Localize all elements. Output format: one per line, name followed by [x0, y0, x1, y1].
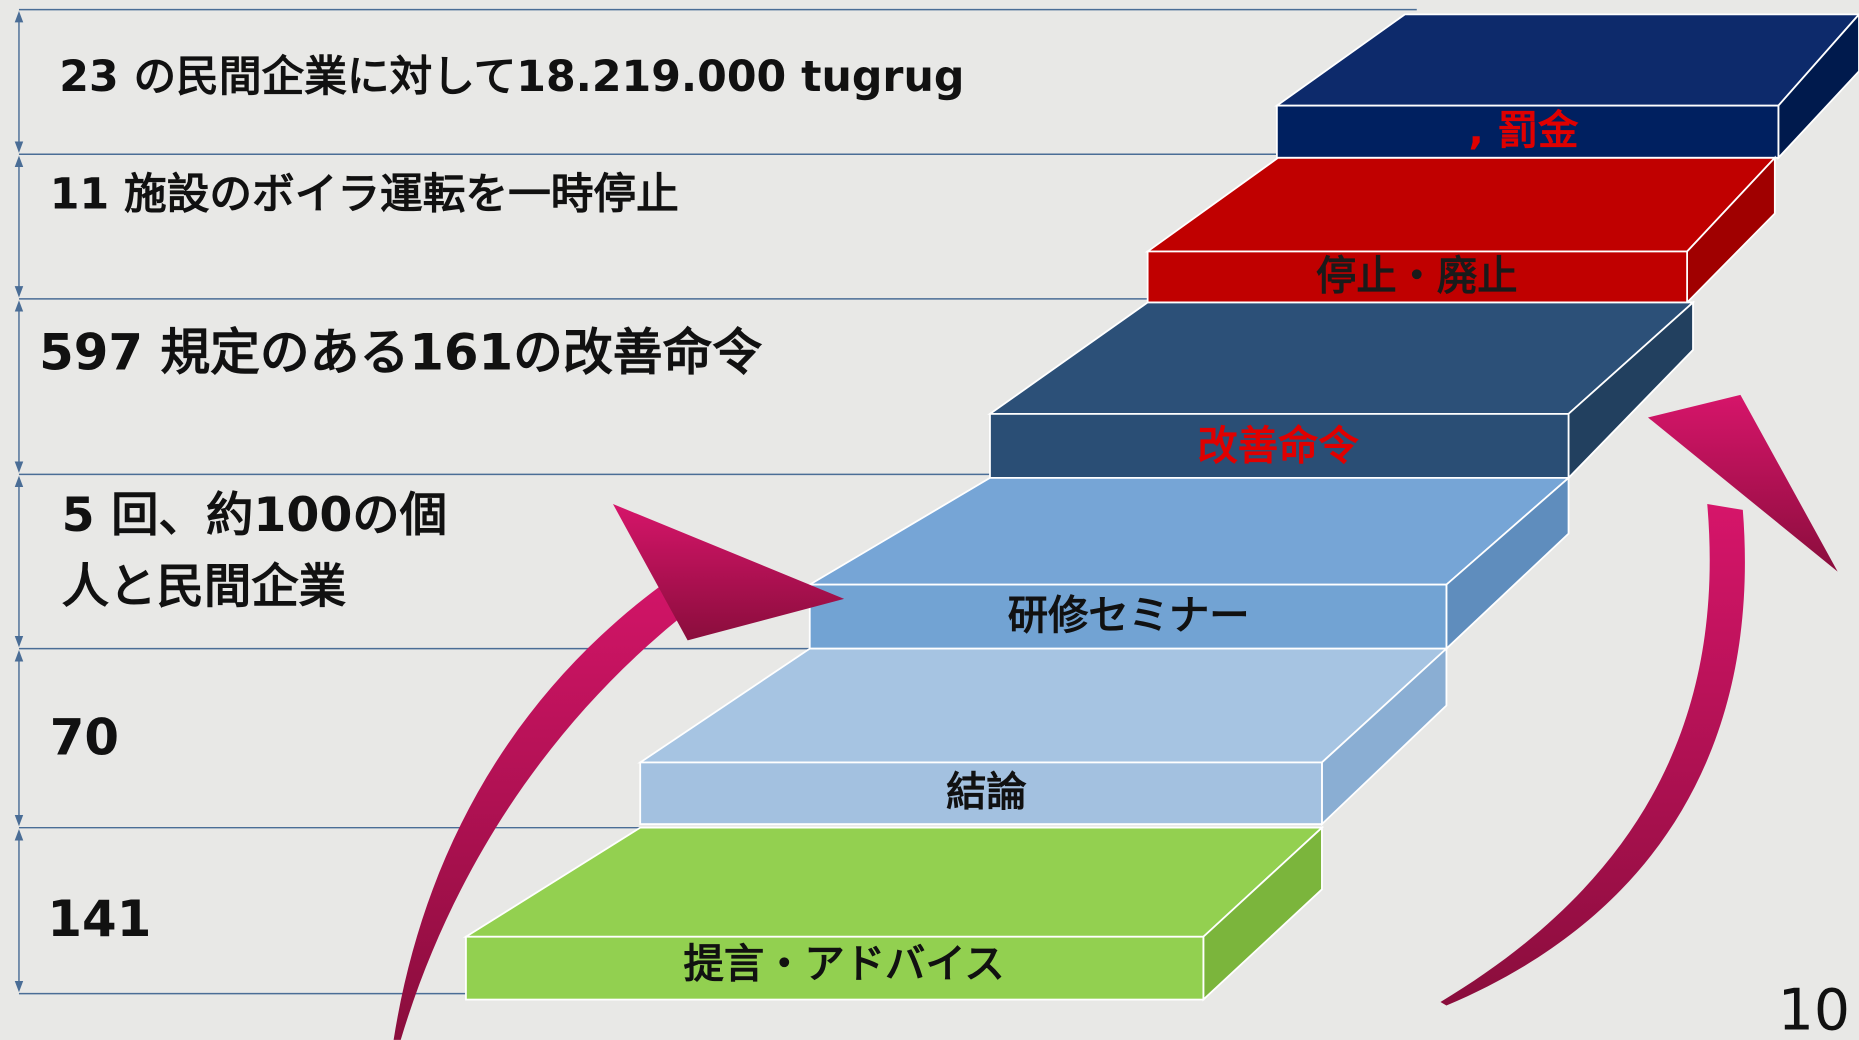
step-front	[808, 583, 1448, 650]
step-label: 結論	[946, 768, 1027, 815]
step	[462, 825, 1325, 1002]
row-text: 11 施設のボイラ運転を一時停止	[50, 169, 679, 219]
step-label: 研修セミナー	[1008, 592, 1250, 639]
progress-arrow	[1440, 394, 1838, 1006]
step-label: 提言・アドバイス	[684, 940, 1005, 987]
step-label: 停止・廃止	[1316, 253, 1517, 300]
step	[1144, 155, 1777, 305]
row-text: 人と民間企業	[62, 559, 347, 614]
step-label: 改善命令	[1197, 422, 1359, 469]
row-text: 70	[50, 709, 119, 767]
step-front	[989, 413, 1570, 479]
row-text: 141	[47, 890, 151, 948]
arrow-body	[1440, 503, 1745, 1006]
step-front	[465, 935, 1205, 1001]
step	[637, 646, 1449, 827]
step-label: , 罰金	[1469, 107, 1580, 154]
row-text: 23 の民間企業に対して18.219.000 tugrug	[59, 52, 964, 102]
page-number: 10	[1778, 977, 1850, 1040]
row-text: 5 回、約100の個	[62, 488, 447, 543]
row-text: 597 規定のある161の改善命令	[39, 323, 762, 381]
step-front	[639, 761, 1323, 825]
arrow-head	[1647, 394, 1838, 572]
progress-arrow	[393, 503, 845, 1040]
step	[987, 300, 1696, 481]
step	[806, 475, 1571, 651]
row-guides	[14, 8, 1417, 995]
arrow-head	[612, 503, 845, 641]
